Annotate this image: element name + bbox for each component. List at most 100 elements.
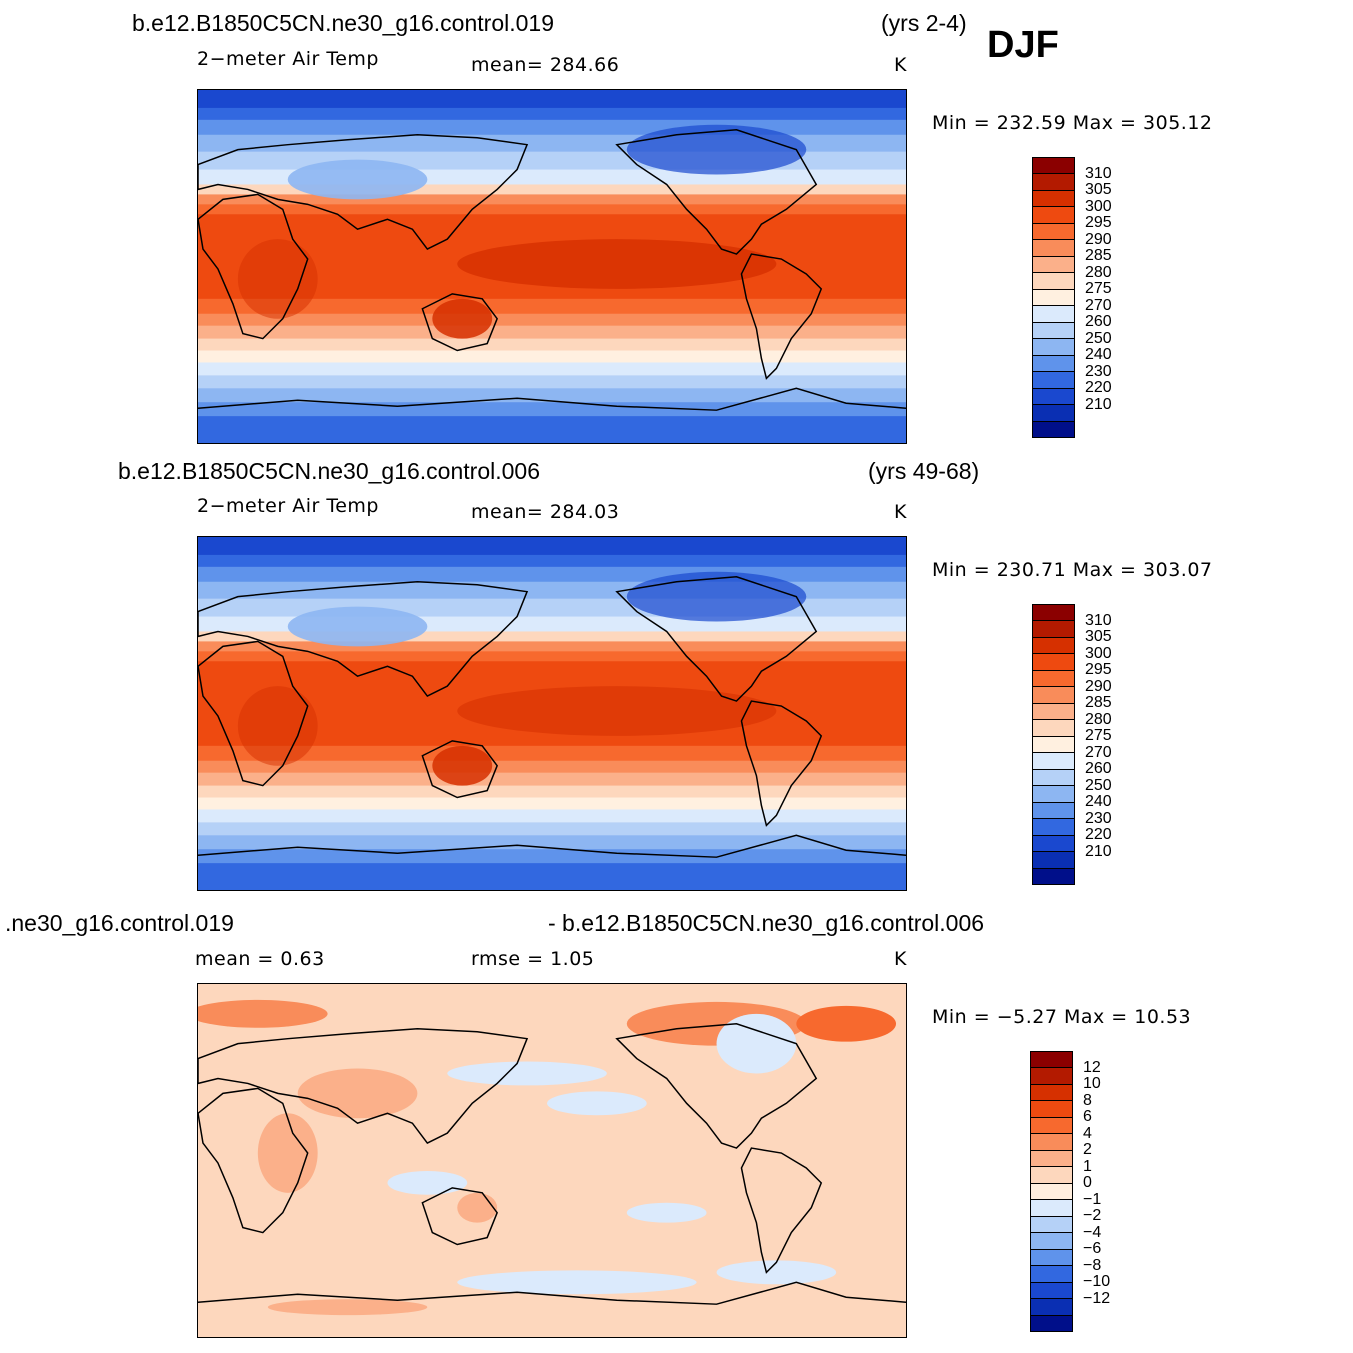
panel1-units: K [894,54,907,76]
colorbar-swatch [1033,654,1074,671]
panel3-map [197,983,907,1338]
colorbar-swatch [1031,1117,1072,1135]
colorbar-swatch [1031,1052,1072,1069]
panel3-run-title: .ne30_g16.control.019 [5,910,234,936]
panel1-mean: mean= 284.66 [471,54,620,76]
colorbar-swatch [1033,786,1074,803]
colorbar-label: 290 [1085,677,1112,695]
colorbar-label: 260 [1085,760,1112,778]
colorbar-swatch [1031,1233,1072,1250]
colorbar-label: 250 [1085,776,1112,794]
panel3-rmse: rmse = 1.05 [471,948,595,970]
colorbar-label: −12 [1083,1289,1111,1307]
colorbar-label: 1 [1083,1157,1092,1175]
panel1-variable: 2−meter Air Temp [197,48,379,70]
colorbar-label: 6 [1083,1108,1092,1126]
colorbar-label: −10 [1083,1273,1111,1291]
panel3-units: K [894,948,907,970]
colorbar-label: 210 [1085,395,1112,413]
colorbar-label: 240 [1085,793,1112,811]
colorbar-label: 270 [1085,296,1112,314]
colorbar-label: 270 [1085,743,1112,761]
colorbar-swatch [1033,835,1074,853]
colorbar-label: 305 [1085,181,1112,199]
colorbar-swatch [1033,273,1074,290]
panel3-run-title-right: - b.e12.B1850C5CN.ne30_g16.control.006 [548,910,985,936]
colorbar-swatch [1033,819,1074,836]
colorbar-swatch [1033,637,1074,655]
colorbar-label: 0 [1083,1174,1092,1192]
colorbar-swatch [1031,1315,1072,1331]
colorbar-label: 220 [1085,379,1112,397]
colorbar-swatch [1033,670,1074,688]
colorbar-swatch [1033,289,1074,307]
colorbar-label: 305 [1085,628,1112,646]
colorbar-swatch [1033,372,1074,389]
colorbar-swatch [1031,1183,1072,1201]
colorbar-swatch [1033,605,1074,622]
panel2-mean: mean= 284.03 [471,501,620,523]
colorbar-label: 220 [1085,826,1112,844]
panel2-colorbar [1032,604,1075,885]
colorbar-label: 310 [1085,164,1112,182]
panel2-map [197,536,907,891]
colorbar-label: 8 [1083,1091,1092,1109]
colorbar-swatch [1033,852,1074,869]
panel1-run-title: b.e12.B1850C5CN.ne30_g16.control.019 [132,10,554,36]
colorbar-swatch [1033,158,1074,175]
colorbar-swatch [1031,1216,1072,1234]
colorbar-label: −1 [1083,1190,1102,1208]
colorbar-swatch [1031,1299,1072,1316]
colorbar-swatch [1033,256,1074,274]
colorbar-swatch [1033,769,1074,787]
colorbar-label: 210 [1085,842,1112,860]
colorbar-label: 4 [1083,1124,1092,1142]
colorbar-swatch [1033,868,1074,884]
colorbar-swatch [1031,1084,1072,1102]
panel2-variable: 2−meter Air Temp [197,495,379,517]
colorbar-swatch [1033,405,1074,422]
panel3-colorbar [1030,1051,1073,1332]
colorbar-label: 275 [1085,727,1112,745]
colorbar-label: 240 [1085,346,1112,364]
colorbar-label: 295 [1085,214,1112,232]
colorbar-label: −4 [1083,1223,1102,1241]
colorbar-swatch [1033,322,1074,340]
colorbar-swatch [1033,421,1074,437]
colorbar-swatch [1033,703,1074,721]
colorbar-label: 260 [1085,313,1112,331]
colorbar-label: 250 [1085,329,1112,347]
colorbar-label: 300 [1085,197,1112,215]
colorbar-swatch [1033,720,1074,737]
colorbar-swatch [1033,306,1074,323]
colorbar-swatch [1031,1150,1072,1168]
colorbar-swatch [1031,1068,1072,1085]
colorbar-swatch [1031,1134,1072,1151]
colorbar-label: 12 [1083,1058,1101,1076]
panel2-units: K [894,501,907,523]
colorbar-swatch [1031,1167,1072,1184]
panel1-map [197,89,907,444]
colorbar-swatch [1033,753,1074,770]
panel2-run-title: b.e12.B1850C5CN.ne30_g16.control.006 [118,458,540,484]
colorbar-label: 285 [1085,247,1112,265]
panel1-years: (yrs 2-4) [881,10,967,36]
colorbar-label: 295 [1085,661,1112,679]
colorbar-label: 280 [1085,710,1112,728]
colorbar-swatch [1033,223,1074,241]
panel3-mean: mean = 0.63 [195,948,325,970]
colorbar-swatch [1033,174,1074,191]
colorbar-swatch [1033,207,1074,224]
panel1-colorbar [1032,157,1075,438]
colorbar-swatch [1033,339,1074,356]
colorbar-swatch [1031,1266,1072,1283]
season-label: DJF [987,24,1059,66]
panel3-minmax: Min = −5.27 Max = 10.53 [932,1006,1192,1028]
colorbar-swatch [1033,355,1074,373]
colorbar-label: −6 [1083,1240,1102,1258]
colorbar-label: 10 [1083,1075,1101,1093]
colorbar-label: 230 [1085,809,1112,827]
colorbar-swatch [1033,388,1074,406]
colorbar-label: 300 [1085,644,1112,662]
colorbar-swatch [1031,1249,1072,1267]
